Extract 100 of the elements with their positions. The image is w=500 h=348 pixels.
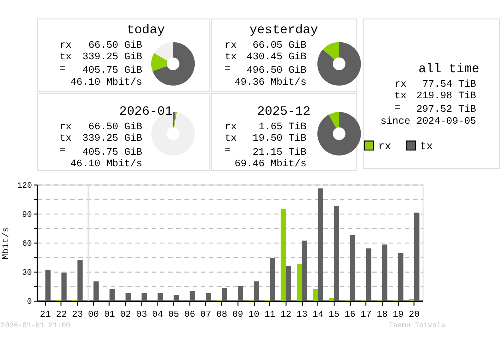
- text: 339.25 GiB: [82, 133, 142, 144]
- x-tick-label: 18: [376, 308, 388, 320]
- text: tx: [60, 52, 72, 63]
- bar: [174, 295, 180, 301]
- x-tick-label: 17: [360, 308, 372, 320]
- x-tick-label: 13: [296, 308, 308, 320]
- donut-slice: [329, 112, 340, 128]
- x-tick-label: 12: [280, 308, 292, 320]
- bar: [158, 293, 164, 301]
- y-axis-title: Mbit/s: [0, 227, 12, 260]
- bar: [318, 188, 324, 301]
- text: tx: [225, 52, 238, 63]
- x-tick-label: 05: [168, 308, 180, 320]
- text: rx: [225, 121, 238, 132]
- bar: [110, 289, 115, 301]
- text: 19.50 TiB: [252, 133, 307, 144]
- x-tick-label: 00: [88, 308, 100, 320]
- donut-slice: [152, 53, 168, 72]
- text: =: [60, 63, 66, 74]
- text: rx: [60, 40, 72, 51]
- bar: [126, 293, 132, 301]
- bar: [270, 258, 276, 301]
- x-tick-label: 21: [40, 308, 52, 320]
- chart-title: today: [127, 22, 166, 38]
- x-tick-label: 07: [200, 308, 212, 320]
- text: =: [394, 102, 401, 114]
- bar: [94, 282, 99, 301]
- text: 1.65 TiB: [258, 121, 307, 132]
- x-tick-label: 23: [72, 308, 84, 320]
- y-tick-label: 120: [18, 182, 32, 191]
- chart-title: 2026-01: [119, 104, 173, 119]
- text: all time: [418, 61, 480, 76]
- bar: [302, 240, 308, 301]
- bar: [46, 270, 51, 301]
- x-tick-label: 11: [264, 308, 276, 320]
- text: =: [225, 145, 232, 156]
- x-tick-label: 04: [152, 308, 164, 320]
- text: tx: [394, 90, 407, 102]
- text: 69.46 Mbit/s: [234, 158, 307, 170]
- bar: [206, 293, 212, 301]
- bar: [222, 288, 228, 301]
- bar: [350, 235, 356, 301]
- text: rx: [225, 40, 238, 51]
- x-tick-label: 10: [248, 308, 260, 320]
- legend-label: tx: [420, 141, 434, 154]
- text: 21.15 TiB: [252, 146, 307, 158]
- bar: [238, 286, 244, 301]
- text: since 2024-09-05: [380, 116, 476, 127]
- donut-slice: [323, 42, 340, 60]
- y-tick-label: 0: [27, 298, 32, 308]
- donut-slice: [154, 42, 174, 61]
- bar: [142, 293, 148, 301]
- x-tick-label: 20: [409, 308, 420, 320]
- text: =: [60, 145, 66, 156]
- text: 496.50 GiB: [246, 65, 307, 76]
- text: rx: [60, 121, 72, 132]
- text: 46.10 Mbit/s: [70, 76, 142, 88]
- chart-title: yesterday: [250, 22, 319, 38]
- x-tick-label: 02: [120, 308, 132, 320]
- x-tick-label: 16: [344, 308, 356, 320]
- text: tx: [225, 133, 238, 144]
- text: 405.75 GiB: [82, 146, 142, 158]
- x-tick-label: 06: [184, 308, 196, 320]
- text: 49.36 Mbit/s: [234, 76, 307, 88]
- bar: [190, 291, 196, 301]
- donut-slice: [318, 112, 362, 156]
- x-tick-label: 15: [328, 308, 340, 320]
- x-tick-label: 01: [104, 308, 116, 320]
- text: 77.54 TiB: [422, 78, 476, 90]
- text: 339.25 GiB: [82, 52, 142, 63]
- chart-title: 2025-12: [257, 104, 311, 119]
- donut-slice: [318, 42, 362, 86]
- bar: [62, 272, 67, 301]
- bar: [254, 282, 260, 301]
- bar: [414, 212, 420, 301]
- x-tick-label: 14: [312, 308, 324, 320]
- bar: [280, 208, 286, 301]
- text: 430.45 GiB: [246, 52, 307, 63]
- legend-label: rx: [378, 141, 392, 154]
- bar: [313, 289, 318, 301]
- bar: [329, 298, 334, 301]
- text: 66.50 GiB: [88, 121, 142, 132]
- text: 66.50 GiB: [88, 40, 142, 51]
- text: rx: [394, 78, 407, 90]
- text: 297.52 TiB: [416, 104, 476, 116]
- bar: [78, 260, 83, 301]
- bar: [296, 264, 302, 301]
- donut-slice: [152, 42, 196, 86]
- x-tick-label: 03: [136, 308, 148, 320]
- y-tick-label: 90: [22, 211, 32, 220]
- bar: [334, 206, 340, 301]
- x-tick-label: 08: [216, 308, 228, 320]
- y-tick-label: 30: [22, 269, 32, 278]
- x-tick-label: 09: [232, 308, 244, 320]
- bar: [382, 244, 388, 301]
- text: tx: [60, 133, 72, 144]
- bar: [366, 248, 372, 301]
- text: 219.98 TiB: [416, 90, 476, 102]
- y-tick-label: 60: [22, 240, 32, 250]
- x-tick-label: 22: [56, 308, 68, 320]
